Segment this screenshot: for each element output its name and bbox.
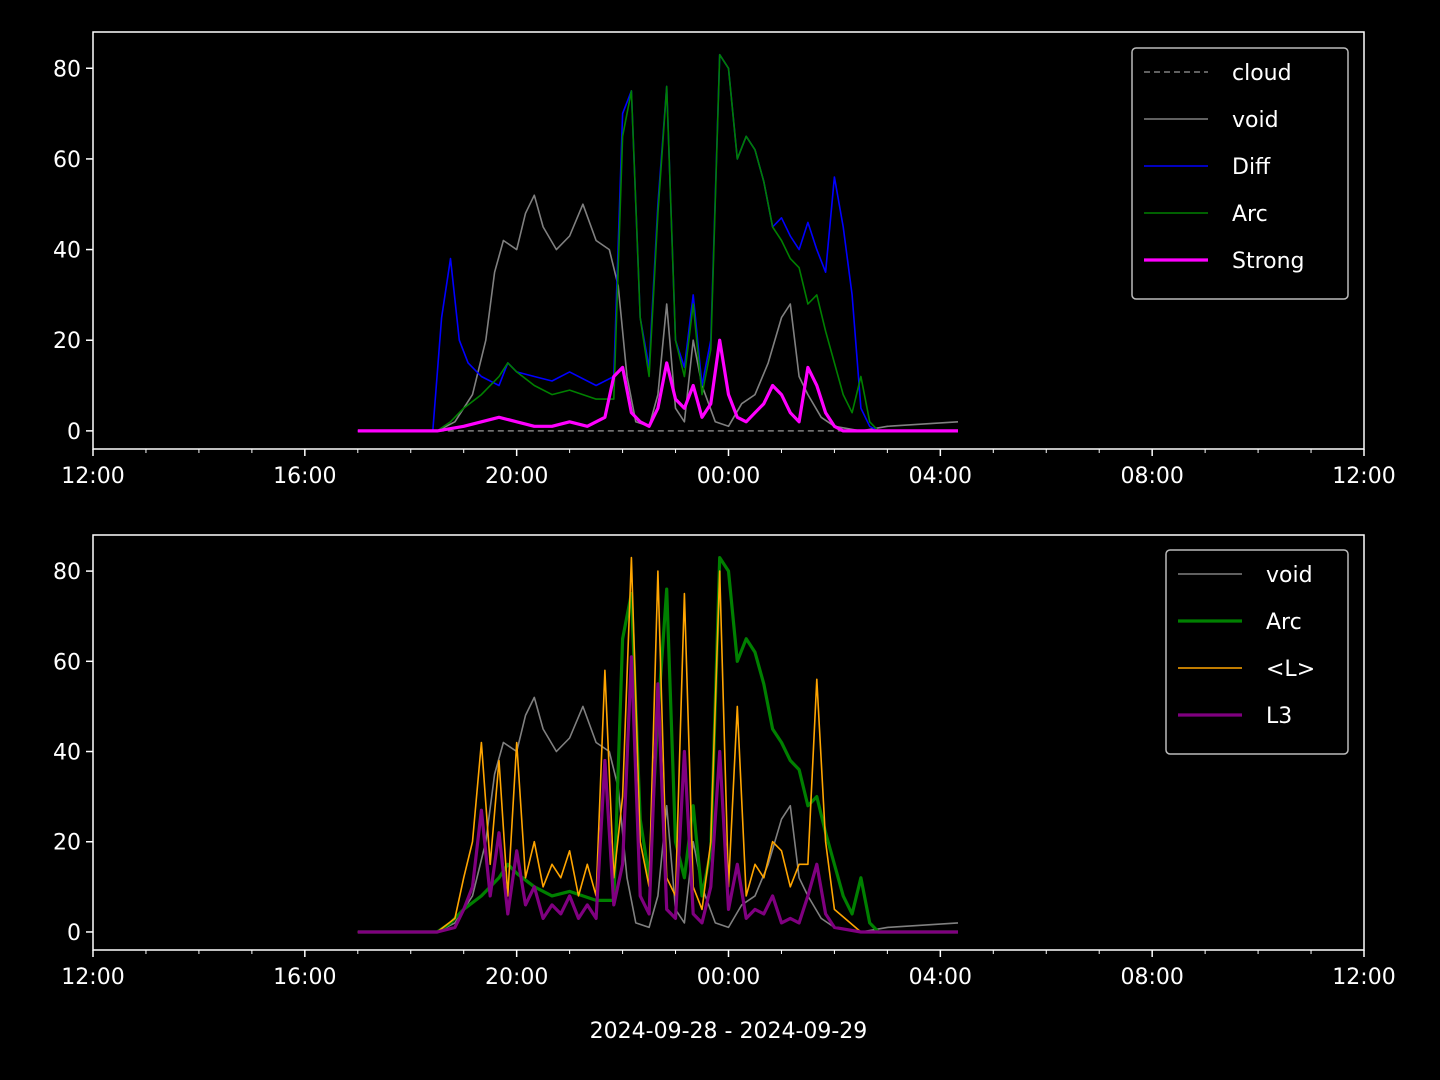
x-tick-label: 04:00 xyxy=(909,464,972,489)
x-tick-label: 12:00 xyxy=(61,965,124,990)
x-tick-label: 08:00 xyxy=(1120,965,1183,990)
series-line-arc xyxy=(357,555,958,934)
legend-label-arc: Arc xyxy=(1266,610,1302,635)
series-line-diff xyxy=(357,53,958,432)
y-tick-label: 80 xyxy=(53,57,81,82)
series-group xyxy=(357,53,959,433)
legend-label-cloud: cloud xyxy=(1232,61,1292,86)
x-tick-label: 16:00 xyxy=(273,965,336,990)
series-line-strong xyxy=(357,338,958,433)
legend-label-arc: Arc xyxy=(1232,202,1268,227)
y-tick-label: 60 xyxy=(53,148,81,173)
series-line-l xyxy=(357,556,958,933)
series-line-arc xyxy=(357,53,958,432)
x-tick-label: 12:00 xyxy=(61,464,124,489)
x-tick-label: 12:00 xyxy=(1332,965,1395,990)
legend-label-void: void xyxy=(1266,563,1313,588)
series-line-l3 xyxy=(357,655,958,934)
legend-frame xyxy=(1131,47,1349,300)
y-tick-label: 40 xyxy=(53,741,81,766)
legend-label-l: <L> xyxy=(1266,657,1315,682)
legend-label-diff: Diff xyxy=(1232,155,1271,180)
x-tick-label: 20:00 xyxy=(485,965,548,990)
legend-label-l3: L3 xyxy=(1266,704,1292,729)
y-tick-label: 20 xyxy=(53,831,81,856)
y-tick-label: 40 xyxy=(53,239,81,264)
legend: cloud void Diff Arc Strong xyxy=(1131,47,1349,300)
y-tick-label: 60 xyxy=(53,650,81,675)
x-tick-label: 12:00 xyxy=(1332,464,1395,489)
legend-label-strong: Strong xyxy=(1232,249,1305,274)
y-tick-label: 0 xyxy=(67,921,81,946)
legend-label-void: void xyxy=(1232,108,1279,133)
panel-2: 0 20 40 60 80 12:00 16:00 20:00 00:00 04:00 08:00 1… xyxy=(53,534,1396,1044)
series-line-void xyxy=(357,696,959,933)
x-tick-label: 20:00 xyxy=(485,464,548,489)
legend: void Arc <L> L3 xyxy=(1165,549,1349,755)
series-line-void xyxy=(357,194,959,432)
x-axis-label: 2024-09-28 - 2024-09-29 xyxy=(590,1019,868,1044)
y-tick-label: 80 xyxy=(53,560,81,585)
x-tick-label: 00:00 xyxy=(697,464,760,489)
x-tick-label: 04:00 xyxy=(909,965,972,990)
panel-1: 0 20 40 60 80 12:00 16:00 20:00 00:00 04:00 08:00 1… xyxy=(53,31,1396,489)
y-tick-label: 20 xyxy=(53,329,81,354)
legend-frame xyxy=(1165,549,1349,755)
x-tick-label: 00:00 xyxy=(697,965,760,990)
series-group xyxy=(357,555,959,934)
x-tick-label: 08:00 xyxy=(1120,464,1183,489)
y-tick-label: 0 xyxy=(67,420,81,445)
x-tick-label: 16:00 xyxy=(273,464,336,489)
